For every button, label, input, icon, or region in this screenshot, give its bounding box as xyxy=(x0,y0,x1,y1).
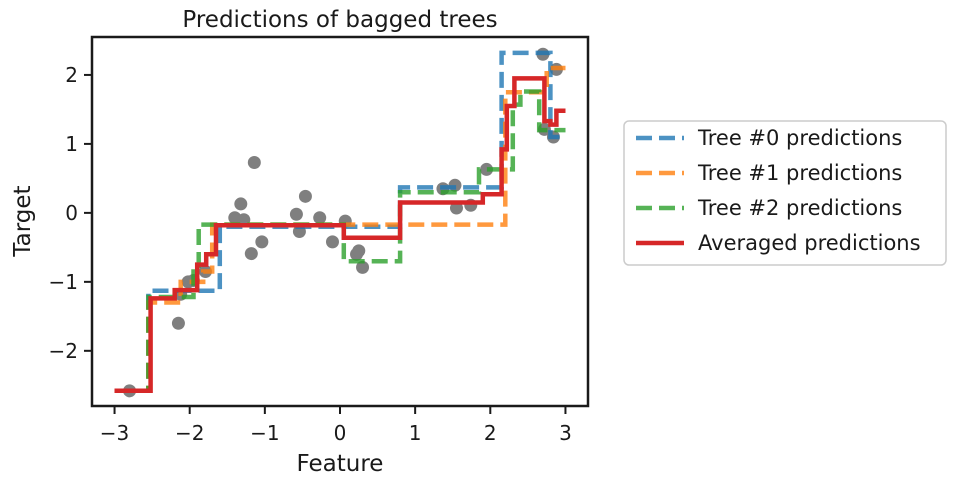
data-point xyxy=(352,244,366,258)
x-axis: −3 −2 −1 0 1 2 3 xyxy=(100,406,572,445)
series-line-2 xyxy=(114,89,566,394)
x-axis-label: Feature xyxy=(297,451,384,477)
x-tick-label: −3 xyxy=(100,421,129,445)
y-tick-label: 1 xyxy=(65,132,78,156)
y-tick-label: −2 xyxy=(49,339,78,363)
data-point xyxy=(480,162,494,176)
x-tick-label: 2 xyxy=(484,421,497,445)
x-tick-label: −2 xyxy=(175,421,204,445)
y-tick-label: −1 xyxy=(49,270,78,294)
data-point xyxy=(171,316,185,330)
series-line-1 xyxy=(114,65,566,394)
x-tick-label: 3 xyxy=(559,421,572,445)
data-point xyxy=(449,201,463,215)
data-point xyxy=(298,189,312,203)
data-point xyxy=(289,207,303,221)
data-point xyxy=(325,235,339,249)
legend: Tree #0 predictions Tree #1 predictions Tr… xyxy=(623,120,947,266)
legend-frame xyxy=(623,120,947,266)
series-line-3 xyxy=(114,76,566,394)
x-tick-label: −1 xyxy=(250,421,279,445)
y-tick-label: 0 xyxy=(65,201,78,225)
data-point xyxy=(247,156,261,170)
legend-label-0: Tree #0 predictions xyxy=(697,126,902,150)
x-tick-label: 0 xyxy=(334,421,347,445)
series-lines xyxy=(114,50,566,394)
data-point xyxy=(237,213,251,227)
y-axis: −2 −1 0 1 2 xyxy=(49,63,92,363)
data-point xyxy=(244,247,258,261)
plot-area xyxy=(90,35,590,408)
legend-label-3: Averaged predictions xyxy=(698,231,921,255)
data-point xyxy=(255,235,269,249)
data-point xyxy=(356,260,370,274)
y-axis-label: Target xyxy=(10,185,36,257)
data-point xyxy=(234,197,248,211)
data-point xyxy=(313,211,327,225)
legend-label-1: Tree #1 predictions xyxy=(697,161,902,185)
x-tick-label: 1 xyxy=(409,421,422,445)
y-tick-label: 2 xyxy=(65,63,78,87)
chart-title: Predictions of bagged trees xyxy=(182,7,497,33)
legend-label-2: Tree #2 predictions xyxy=(697,196,902,220)
